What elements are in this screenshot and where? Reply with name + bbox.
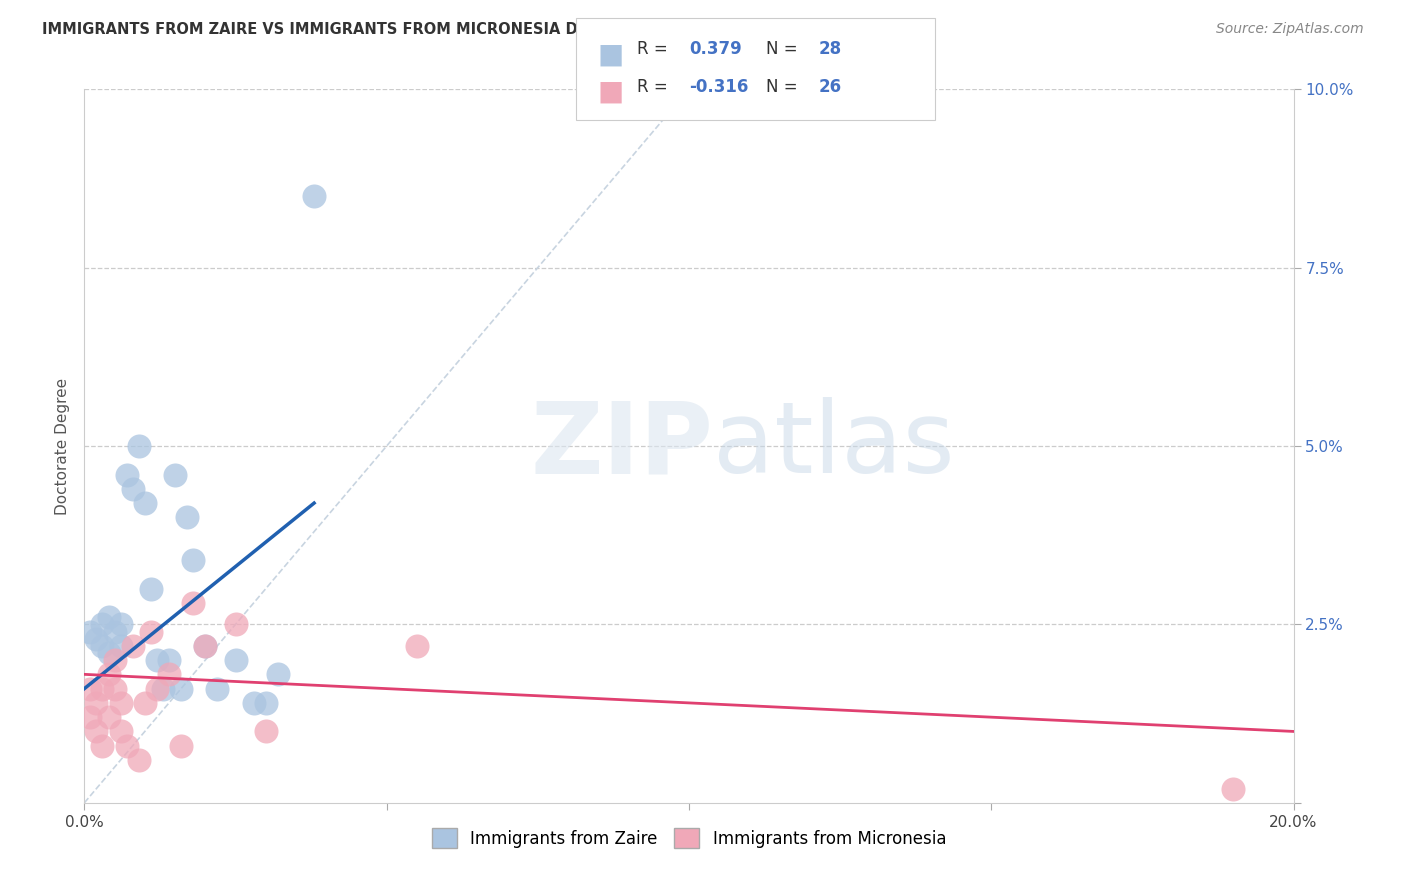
- Legend: Immigrants from Zaire, Immigrants from Micronesia: Immigrants from Zaire, Immigrants from M…: [425, 822, 953, 855]
- Point: [121, 639, 143, 653]
- Point: [165, 467, 187, 482]
- Point: [91, 681, 114, 696]
- Text: Source: ZipAtlas.com: Source: ZipAtlas.com: [1216, 22, 1364, 37]
- Point: [254, 696, 277, 710]
- Text: N =: N =: [766, 40, 803, 58]
- Text: IMMIGRANTS FROM ZAIRE VS IMMIGRANTS FROM MICRONESIA DOCTORATE DEGREE CORRELATION: IMMIGRANTS FROM ZAIRE VS IMMIGRANTS FROM…: [42, 22, 917, 37]
- Text: ZIP: ZIP: [530, 398, 713, 494]
- Point: [97, 667, 120, 681]
- Point: [146, 681, 169, 696]
- Point: [110, 639, 132, 653]
- Point: [139, 582, 162, 596]
- Point: [254, 724, 277, 739]
- Text: R =: R =: [637, 40, 673, 58]
- Point: [97, 710, 120, 724]
- Text: ■: ■: [598, 78, 624, 105]
- Point: [110, 724, 132, 739]
- Point: [128, 439, 150, 453]
- Text: 0.379: 0.379: [689, 40, 742, 58]
- Point: [157, 667, 180, 681]
- Point: [225, 617, 247, 632]
- Point: [97, 646, 120, 660]
- Point: [170, 739, 193, 753]
- Point: [97, 610, 120, 624]
- Point: [225, 653, 247, 667]
- Point: [79, 681, 101, 696]
- Point: [194, 639, 217, 653]
- Point: [91, 639, 114, 653]
- Point: [115, 467, 138, 482]
- Point: [146, 653, 169, 667]
- Y-axis label: Doctorate Degree: Doctorate Degree: [55, 377, 70, 515]
- Point: [181, 596, 204, 610]
- Point: [176, 510, 198, 524]
- Text: N =: N =: [766, 78, 803, 95]
- Text: ■: ■: [598, 40, 624, 68]
- Point: [1222, 781, 1244, 796]
- Point: [134, 496, 156, 510]
- Text: 26: 26: [818, 78, 841, 95]
- Point: [267, 667, 290, 681]
- Point: [406, 639, 429, 653]
- Text: R =: R =: [637, 78, 673, 95]
- Point: [86, 632, 108, 646]
- Point: [91, 739, 114, 753]
- Point: [86, 724, 108, 739]
- Point: [181, 553, 204, 567]
- Point: [121, 482, 143, 496]
- Text: atlas: atlas: [713, 398, 955, 494]
- Point: [242, 696, 264, 710]
- Point: [104, 624, 127, 639]
- Point: [104, 681, 127, 696]
- Point: [79, 624, 101, 639]
- Point: [110, 696, 132, 710]
- Point: [302, 189, 325, 203]
- Point: [139, 624, 162, 639]
- Point: [157, 653, 180, 667]
- Point: [134, 696, 156, 710]
- Point: [79, 710, 101, 724]
- Point: [115, 739, 138, 753]
- Point: [86, 696, 108, 710]
- Point: [91, 617, 114, 632]
- Point: [104, 653, 127, 667]
- Point: [194, 639, 217, 653]
- Point: [110, 617, 132, 632]
- Point: [128, 753, 150, 767]
- Point: [207, 681, 229, 696]
- Point: [152, 681, 174, 696]
- Text: -0.316: -0.316: [689, 78, 748, 95]
- Text: 28: 28: [818, 40, 841, 58]
- Point: [170, 681, 193, 696]
